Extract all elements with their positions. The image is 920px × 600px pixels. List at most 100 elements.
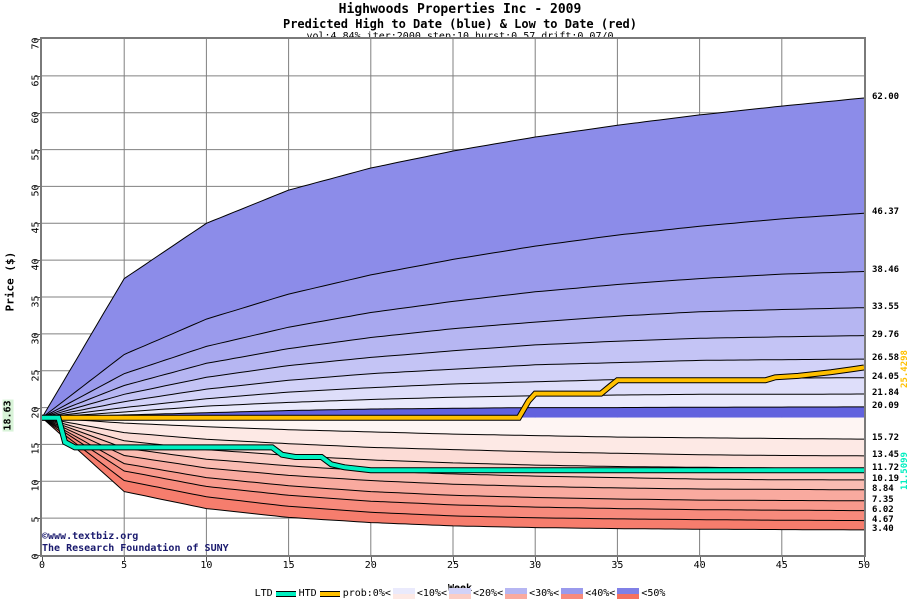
right-value-label: 4.67 xyxy=(872,514,894,525)
x-tick-label: 35 xyxy=(611,560,624,571)
band-outline xyxy=(42,307,864,419)
legend-ltd-label: LTD xyxy=(254,588,273,599)
x-tick-label: 20 xyxy=(364,560,377,571)
high-probability-band xyxy=(42,394,864,418)
chart-subtitle: Predicted High to Date (blue) & Low to D… xyxy=(282,17,637,31)
low-probability-band xyxy=(42,417,864,511)
right-value-label: 26.58 xyxy=(872,353,900,364)
chart-legend: LTD HTD prob:0%< <10%< <20%< <30%< <40%< <50% xyxy=(0,588,920,599)
high-probability-band xyxy=(42,307,864,418)
band-outline xyxy=(42,212,864,419)
legend-band-label: <10%< xyxy=(416,588,447,599)
band-outline xyxy=(42,417,864,440)
x-tick-label: 0 xyxy=(38,560,46,571)
y-axis-title: Price ($) xyxy=(3,251,17,312)
right-value-label: 24.05 xyxy=(872,371,900,382)
band-outline xyxy=(42,406,864,419)
low-probability-band xyxy=(42,417,864,490)
high-probability-band xyxy=(42,377,864,418)
x-tick-mark xyxy=(453,557,454,562)
legend-band-label: <20%< xyxy=(472,588,504,599)
low-probability-band xyxy=(42,417,864,521)
legend-band-swatch xyxy=(617,588,640,599)
y-tick-mark xyxy=(34,555,40,556)
plot-canvas xyxy=(42,39,864,555)
plot-area xyxy=(40,37,866,557)
y-tick-mark xyxy=(34,186,40,188)
band-outline xyxy=(42,393,864,419)
right-value-label: 10.19 xyxy=(872,473,900,484)
low-probability-band xyxy=(42,417,864,456)
legend-prob-label: prob:0%< xyxy=(342,588,391,599)
y-tick-mark xyxy=(34,407,40,409)
band-outline xyxy=(42,97,864,418)
band-outline xyxy=(42,271,864,419)
chart-parameters: vol:4.84% iter:2000 step:10 hurst:0.57 d… xyxy=(0,31,920,42)
band-outline xyxy=(42,417,864,522)
low-probability-band xyxy=(42,417,864,469)
y-tick-mark xyxy=(34,39,40,40)
band-outline xyxy=(42,335,864,419)
band-outline xyxy=(42,417,864,512)
x-tick-label: 15 xyxy=(282,560,295,571)
x-tick-mark xyxy=(535,557,537,562)
low-probability-band xyxy=(42,417,864,440)
x-tick-label: 25 xyxy=(446,560,460,571)
x-tick-label: 10 xyxy=(200,560,213,571)
legend-band-swatch xyxy=(505,588,528,599)
x-tick-label: 5 xyxy=(121,560,128,571)
x-tick-mark xyxy=(124,557,126,562)
credits: ©www.textbiz.org The Research Foundation… xyxy=(42,531,229,555)
right-value-label: 33.55 xyxy=(872,301,900,312)
y-tick-mark xyxy=(34,260,40,262)
band-outline xyxy=(42,417,864,531)
y-tick-mark xyxy=(34,333,40,335)
legend-ltd-swatch xyxy=(275,590,296,597)
credits-line-2: The Research Foundation of SUNY xyxy=(42,543,229,554)
legend-band-swatch xyxy=(392,588,415,599)
x-tick-mark xyxy=(617,557,619,562)
x-tick-mark xyxy=(288,557,290,562)
legend-htd-swatch xyxy=(319,590,340,597)
ltd-end-value-label: 11.5099 xyxy=(899,452,910,491)
low-probability-band xyxy=(42,417,864,501)
x-tick-mark xyxy=(370,557,372,562)
band-outline xyxy=(42,417,864,502)
chart-title: Highwoods Properties Inc - 2009 xyxy=(338,2,582,17)
legend-band-swatch xyxy=(448,588,471,599)
right-value-label: 11.72 xyxy=(872,462,900,473)
band-outline xyxy=(42,417,864,481)
right-value-label: 21.84 xyxy=(872,388,900,398)
y-tick-mark xyxy=(34,223,40,225)
high-probability-band xyxy=(42,335,864,418)
right-value-label: 6.02 xyxy=(872,504,894,515)
x-tick-label: 45 xyxy=(775,560,788,571)
htd-line xyxy=(42,365,864,420)
band-outline xyxy=(42,358,864,419)
right-value-label: 8.84 xyxy=(872,483,894,494)
legend-band-label: <30%< xyxy=(529,588,560,599)
start-price-label: 18.63 xyxy=(2,399,14,432)
high-probability-band xyxy=(42,98,864,418)
x-tick-label: 50 xyxy=(857,560,871,571)
band-outline xyxy=(42,417,864,457)
y-tick-mark xyxy=(34,370,40,372)
y-tick-mark xyxy=(34,75,40,77)
right-value-label: 15.72 xyxy=(872,433,900,444)
right-value-label: 13.45 xyxy=(872,449,900,460)
y-tick-mark xyxy=(34,518,40,520)
right-value-label: 29.76 xyxy=(872,329,900,340)
high-probability-band xyxy=(42,213,864,418)
legend-band-label: <50% xyxy=(641,588,666,599)
right-value-label: 3.40 xyxy=(872,523,894,534)
right-value-label: 7.35 xyxy=(872,494,894,505)
x-tick-mark xyxy=(781,557,783,562)
right-value-label: 20.09 xyxy=(872,400,900,411)
x-tick-label: 30 xyxy=(529,560,542,571)
ltd-line xyxy=(42,415,864,473)
legend-band-label: <40%< xyxy=(585,588,616,599)
x-tick-mark xyxy=(206,557,208,562)
right-value-label: 62.00 xyxy=(872,91,900,102)
right-value-label: 46.37 xyxy=(872,207,900,218)
x-tick-mark xyxy=(42,557,43,562)
